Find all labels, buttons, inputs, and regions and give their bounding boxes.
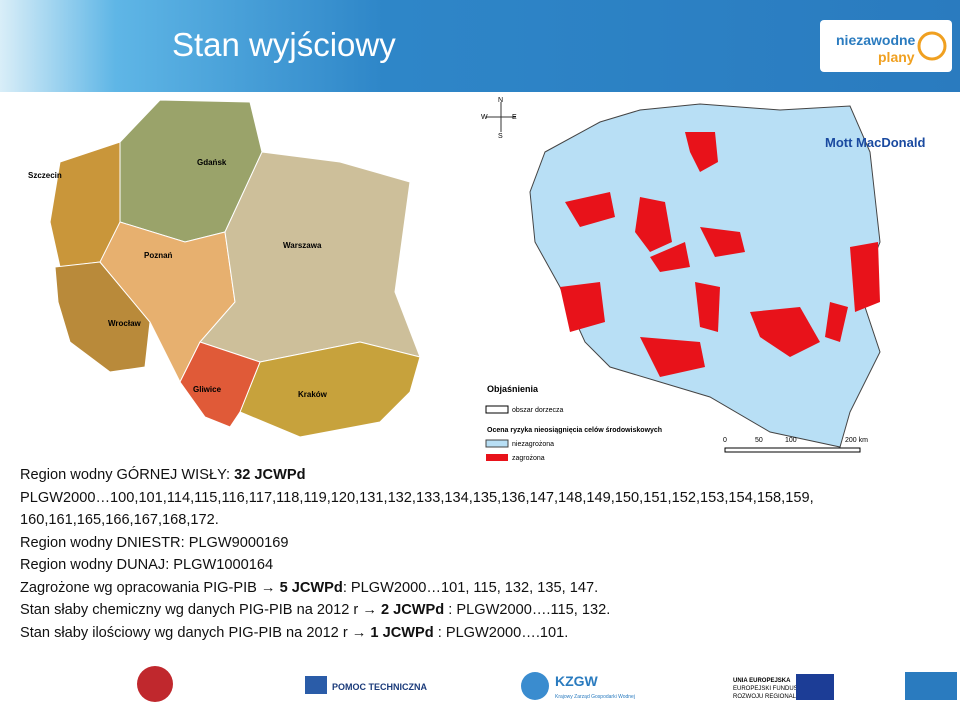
legend-swatch [485,405,509,414]
scale-label: 50 [755,437,763,444]
logo-text: POMOC TECHNICZNA [332,682,427,692]
partner-logo: Mott MacDonald [825,135,925,150]
text: Region wodny DNIESTR: PLGW9000169 [20,534,289,551]
header: Stan wyjściowy niezawodne plany [0,0,960,92]
logo [521,672,549,700]
legend-swatch [486,454,508,461]
text-line: PLGW2000…100,101,114,115,116,117,118,119… [20,487,814,510]
compass: N S E W [481,97,517,140]
text-line: Stan słaby chemiczny wg danych PIG-PIB n… [20,599,814,622]
text: 160,161,165,166,167,168,172. [20,512,219,528]
map-label: Poznań [144,251,173,260]
logo [305,676,327,694]
logo-text: ROZWOJU REGIONALNEGO [733,694,814,700]
logo-text: KZGW [555,673,599,689]
logo [137,666,173,702]
risk-area [560,132,880,377]
text: Region wodny DUNAJ: PLGW1000164 [20,557,274,573]
map-label: Gliwice [193,385,222,394]
text: : PLGW2000….115, 132. [444,602,611,618]
scale-bar [724,447,861,453]
legend-title: Objaśnienia [487,384,539,394]
legend-subtitle: Ocena ryzyka nieosiągnięcia celów środow… [487,427,662,434]
bold-text: → 2 JCWPd [362,602,445,618]
scale-label: 100 [785,437,797,444]
logo-text: UNIA EUROPEJSKA [733,678,791,684]
maps: Szczecin Gdańsk Warszawa Poznań Wrocław … [28,97,925,462]
text: Stan słaby chemiczny wg danych PIG-PIB n… [20,602,363,618]
text-line: Region wodny DUNAJ: PLGW1000164 [20,554,814,577]
logo [905,672,957,700]
map-label: Wrocław [108,319,142,328]
right-map: N S E W Objaśnienia obszar dorzecza Ocen… [481,97,881,462]
text: Region wodny GÓRNEJ WISŁY: [20,467,235,483]
logo: niezawodne plany [820,20,952,72]
logo-text: plany [878,49,915,65]
compass-label: W [481,114,488,121]
text-line: Stan słaby ilościowy wg danych PIG-PIB n… [20,622,814,645]
eu-flag [796,674,834,700]
logo-text: niezawodne [836,32,916,48]
text: Zagrożone wg opracowania PIG-PIB [20,579,261,596]
slide-title: Stan wyjściowy [172,26,396,63]
text-line: Region wodny DNIESTR: PLGW9000169 [20,532,814,555]
map-label: Kraków [298,390,328,399]
text: PLGW2000…100,101,114,115,116,117,118,119… [20,489,814,506]
legend-swatch [485,439,509,448]
text-line: 160,161,165,166,167,168,172. [20,509,814,532]
logo-text: Krajowy Zarząd Gospodarki Wodnej [555,694,635,700]
legend-label: niezagrożona [512,441,554,448]
legend-label: zagrożona [512,455,545,462]
text-line: Region wodny GÓRNEJ WISŁY: 32 JCWPd [20,464,814,487]
logo-graphic: niezawodne plany [836,31,947,65]
legend-label: obszar dorzecza [512,407,563,414]
footer: POMOC TECHNICZNA KZGW Krajowy Zarząd Gos… [137,666,957,702]
text-line: Zagrożone wg opracowania PIG-PIB → 5 JCW… [20,577,814,600]
bold-text: → 5 JCWPd [260,579,343,596]
body-text: Region wodny GÓRNEJ WISŁY: 32 JCWPd PLGW2… [20,464,814,644]
bold-text: → 1 JCWPd [351,624,434,641]
compass-label: S [498,133,503,140]
scale-label: 0 [723,437,727,444]
scale-label: 200 km [845,437,868,444]
map-label: Szczecin [28,171,62,180]
logo-icon [917,31,947,61]
compass-label: N [498,97,503,104]
text: : PLGW2000….101. [433,624,569,641]
map-label: Warszawa [283,241,322,250]
text: : PLGW2000…101, 115, 132, 135, 147. [342,579,599,596]
left-map: Szczecin Gdańsk Warszawa Poznań Wrocław … [28,99,421,438]
text: Stan słaby ilościowy wg danych PIG-PIB n… [20,624,352,641]
bold-text: 32 JCWPd [234,467,306,483]
logo-text: EUROPEJSKI FUNDUSZ [733,686,802,692]
compass-label: E [512,114,517,121]
map-label: Gdańsk [197,158,227,167]
